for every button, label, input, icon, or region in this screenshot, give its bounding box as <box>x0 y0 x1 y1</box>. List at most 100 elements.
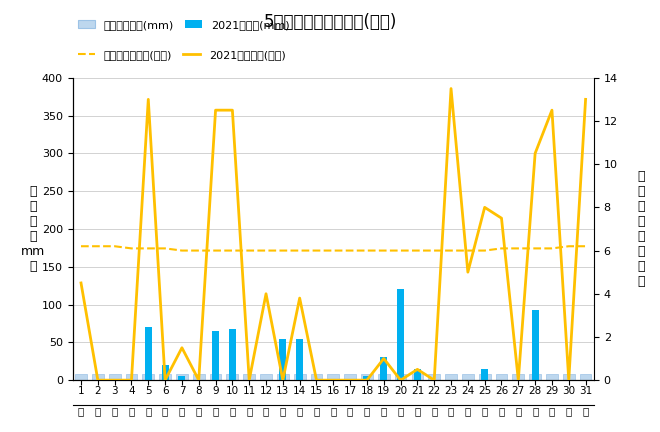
Bar <box>345 374 356 380</box>
2021日照時間(時間) <box>430 378 438 383</box>
日照時間平年値(時間) <box>94 244 102 249</box>
Bar <box>143 374 154 380</box>
Bar <box>531 310 539 380</box>
Bar <box>364 376 370 380</box>
日照時間平年値(時間) <box>363 248 371 253</box>
2021日照時間(時間) <box>77 280 85 286</box>
日照時間平年値(時間) <box>127 246 135 251</box>
2021日照時間(時間) <box>329 378 337 383</box>
Bar <box>260 374 272 380</box>
Y-axis label: 降
水
量
（
mm
）: 降 水 量 （ mm ） <box>21 185 46 273</box>
2021日照時間(時間) <box>94 378 102 383</box>
2021日照時間(時間) <box>413 367 421 372</box>
2021日照時間(時間) <box>565 378 573 383</box>
Bar <box>380 358 387 380</box>
2021日照時間(時間) <box>346 378 354 383</box>
日照時間平年値(時間) <box>565 244 573 249</box>
日照時間平年値(時間) <box>531 246 539 251</box>
Bar <box>563 374 575 380</box>
Bar <box>277 374 288 380</box>
2021日照時間(時間) <box>531 151 539 156</box>
日照時間平年値(時間) <box>161 246 169 251</box>
日照時間平年値(時間) <box>430 248 438 253</box>
Bar <box>311 374 322 380</box>
Bar <box>462 374 474 380</box>
日照時間平年値(時間) <box>145 246 152 251</box>
Bar <box>327 374 339 380</box>
Bar <box>412 374 423 380</box>
Bar <box>294 374 306 380</box>
日照時間平年値(時間) <box>296 248 304 253</box>
2021日照時間(時間) <box>145 97 152 102</box>
Bar <box>145 327 152 380</box>
Bar <box>159 374 171 380</box>
Bar <box>193 374 205 380</box>
日照時間平年値(時間) <box>397 248 405 253</box>
Bar <box>125 374 137 380</box>
2021日照時間(時間) <box>313 378 321 383</box>
Bar <box>512 374 524 380</box>
2021日照時間(時間) <box>195 378 203 383</box>
日照時間平年値(時間) <box>279 248 287 253</box>
日照時間平年値(時間) <box>464 248 472 253</box>
Bar <box>445 374 457 380</box>
日照時間平年値(時間) <box>195 248 203 253</box>
Bar <box>229 329 236 380</box>
日照時間平年値(時間) <box>178 248 186 253</box>
日照時間平年値(時間) <box>228 248 236 253</box>
Bar <box>428 374 440 380</box>
2021日照時間(時間) <box>279 378 287 383</box>
Bar <box>176 374 188 380</box>
日照時間平年値(時間) <box>262 248 270 253</box>
Bar <box>226 374 238 380</box>
2021日照時間(時間) <box>127 378 135 383</box>
2021日照時間(時間) <box>161 378 169 383</box>
2021日照時間(時間) <box>514 378 522 383</box>
2021日照時間(時間) <box>464 270 472 275</box>
日照時間平年値(時間) <box>480 248 488 253</box>
2021日照時間(時間) <box>581 97 589 102</box>
2021日照時間(時間) <box>480 205 488 210</box>
2021日照時間(時間) <box>447 86 455 91</box>
Bar <box>178 376 185 380</box>
Bar <box>529 374 541 380</box>
2021日照時間(時間) <box>548 108 556 113</box>
Bar <box>378 374 389 380</box>
2021日照時間(時間) <box>228 108 236 113</box>
Line: 日照時間平年値(時間): 日照時間平年値(時間) <box>81 246 585 251</box>
Bar <box>496 374 508 380</box>
日照時間平年値(時間) <box>246 248 253 253</box>
日照時間平年値(時間) <box>498 246 506 251</box>
Bar <box>395 374 407 380</box>
日照時間平年値(時間) <box>313 248 321 253</box>
Bar <box>279 340 286 380</box>
Y-axis label: 日
照
時
間
（
時
間
）: 日 照 時 間 （ 時 間 ） <box>637 170 645 288</box>
2021日照時間(時間) <box>498 216 506 221</box>
Bar <box>414 369 421 380</box>
日照時間平年値(時間) <box>413 248 421 253</box>
2021日照時間(時間) <box>296 295 304 301</box>
Bar <box>579 374 591 380</box>
日照時間平年値(時間) <box>447 248 455 253</box>
2021日照時間(時間) <box>212 108 220 113</box>
Bar <box>75 374 87 380</box>
Bar <box>109 374 121 380</box>
Bar <box>162 365 169 380</box>
日照時間平年値(時間) <box>329 248 337 253</box>
Text: 5月降水量・日照時間(日別): 5月降水量・日照時間(日別) <box>263 13 397 31</box>
日照時間平年値(時間) <box>514 246 522 251</box>
Bar <box>212 331 219 380</box>
Bar <box>92 374 104 380</box>
Bar <box>397 289 404 380</box>
日照時間平年値(時間) <box>346 248 354 253</box>
Legend: 日照時間平年値(時間), 2021日照時間(時間): 日照時間平年値(時間), 2021日照時間(時間) <box>78 50 286 60</box>
Bar <box>481 369 488 380</box>
2021日照時間(時間) <box>379 356 387 361</box>
日照時間平年値(時間) <box>77 244 85 249</box>
2021日照時間(時間) <box>246 378 253 383</box>
Bar <box>296 339 303 380</box>
Line: 2021日照時間(時間): 2021日照時間(時間) <box>81 89 585 380</box>
Bar <box>478 374 490 380</box>
Bar <box>210 374 222 380</box>
Bar <box>361 374 373 380</box>
